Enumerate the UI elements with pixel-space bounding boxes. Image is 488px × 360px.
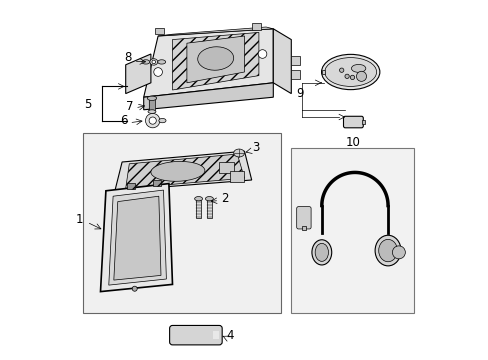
Bar — [291, 56, 300, 65]
Ellipse shape — [374, 235, 400, 266]
Text: 2: 2 — [221, 192, 228, 204]
Text: 9: 9 — [295, 87, 303, 100]
Ellipse shape — [149, 59, 158, 65]
Polygon shape — [125, 54, 151, 94]
Bar — [152, 180, 160, 186]
Ellipse shape — [194, 197, 202, 201]
Bar — [196, 200, 201, 218]
Bar — [251, 23, 260, 30]
Text: 8: 8 — [123, 51, 131, 64]
Polygon shape — [143, 83, 273, 110]
Circle shape — [149, 117, 156, 124]
Bar — [219, 162, 233, 173]
Ellipse shape — [142, 60, 149, 64]
Bar — [291, 148, 413, 313]
Polygon shape — [143, 29, 273, 97]
Ellipse shape — [311, 240, 331, 265]
FancyBboxPatch shape — [343, 116, 363, 128]
Ellipse shape — [351, 64, 365, 72]
Polygon shape — [273, 29, 291, 94]
Circle shape — [153, 68, 162, 76]
Ellipse shape — [378, 239, 397, 262]
Polygon shape — [158, 27, 273, 36]
Bar — [149, 99, 155, 110]
Bar — [230, 171, 244, 182]
Circle shape — [344, 74, 348, 78]
Text: 7: 7 — [125, 100, 133, 113]
Polygon shape — [108, 190, 166, 285]
Text: 6: 6 — [120, 114, 127, 127]
Text: 1: 1 — [76, 213, 83, 226]
Ellipse shape — [233, 149, 244, 157]
Ellipse shape — [147, 96, 156, 100]
Bar — [321, 70, 325, 74]
Bar — [361, 120, 365, 124]
Bar — [82, 133, 280, 313]
Circle shape — [152, 60, 155, 64]
Ellipse shape — [148, 110, 156, 113]
Text: 4: 4 — [226, 329, 234, 342]
Polygon shape — [101, 184, 172, 292]
Bar — [291, 70, 300, 79]
Ellipse shape — [151, 161, 204, 181]
Text: 5: 5 — [84, 98, 91, 111]
Ellipse shape — [205, 197, 213, 201]
Ellipse shape — [315, 243, 328, 261]
Text: 10: 10 — [345, 136, 360, 149]
Circle shape — [145, 113, 160, 128]
Ellipse shape — [158, 60, 165, 64]
Circle shape — [132, 286, 137, 291]
Ellipse shape — [197, 47, 233, 70]
Polygon shape — [125, 154, 244, 188]
FancyBboxPatch shape — [169, 325, 222, 345]
Polygon shape — [114, 196, 161, 280]
Circle shape — [349, 75, 354, 80]
Ellipse shape — [321, 54, 379, 90]
Bar — [212, 331, 219, 339]
Bar — [154, 28, 163, 34]
Circle shape — [356, 71, 366, 81]
Polygon shape — [172, 32, 258, 90]
Ellipse shape — [159, 118, 166, 123]
Circle shape — [258, 50, 266, 58]
Bar — [127, 183, 135, 189]
Bar — [302, 226, 305, 230]
Bar — [206, 200, 212, 218]
Polygon shape — [115, 151, 251, 191]
FancyBboxPatch shape — [296, 207, 310, 229]
Polygon shape — [186, 36, 244, 83]
Ellipse shape — [324, 58, 376, 86]
Circle shape — [391, 246, 405, 259]
Circle shape — [339, 68, 343, 72]
Text: 3: 3 — [251, 141, 259, 154]
